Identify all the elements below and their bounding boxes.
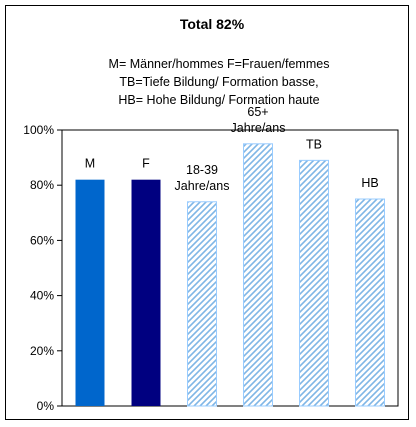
bar-3 xyxy=(243,143,273,407)
bar-label-0-0: M xyxy=(85,157,95,171)
bar-label-5-0: HB xyxy=(361,176,378,190)
y-tick-label-20: 20% xyxy=(30,344,54,358)
bar-0 xyxy=(75,179,105,406)
y-tick-label-0: 0% xyxy=(37,399,55,413)
bar-label-3-1: Jahre/ans xyxy=(231,121,286,135)
chart-subtitle-line-3: HB= Hohe Bildung/ Formation haute xyxy=(118,93,319,107)
bar-5 xyxy=(355,198,385,407)
bar-label-4-0: TB xyxy=(306,137,322,151)
y-tick-label-80: 80% xyxy=(30,178,54,192)
bar-4 xyxy=(299,159,329,407)
bar-label-2-1: Jahre/ans xyxy=(175,179,230,193)
bar-label-2-0: 18-39 xyxy=(186,163,218,177)
chart-subtitle-line-1: M= Männer/hommes F=Frauen/femmes xyxy=(109,57,330,71)
chart-subtitle-line-2: TB=Tiefe Bildung/ Formation basse, xyxy=(119,75,318,89)
bar-label-1-0: F xyxy=(142,157,150,171)
chart-title: Total 82% xyxy=(180,16,245,32)
bar-1 xyxy=(131,179,161,406)
bar-2 xyxy=(187,201,217,407)
y-tick-label-60: 60% xyxy=(30,233,54,247)
y-tick-label-40: 40% xyxy=(30,289,54,303)
plot-area: 0% 20% 40% 60% 80% 100% M F 18-39 Jahre/ans 65+ Jah… xyxy=(23,105,399,413)
plot-border xyxy=(61,129,399,407)
y-tick-label-100: 100% xyxy=(23,123,54,137)
bar-label-3-0: 65+ xyxy=(247,105,268,119)
